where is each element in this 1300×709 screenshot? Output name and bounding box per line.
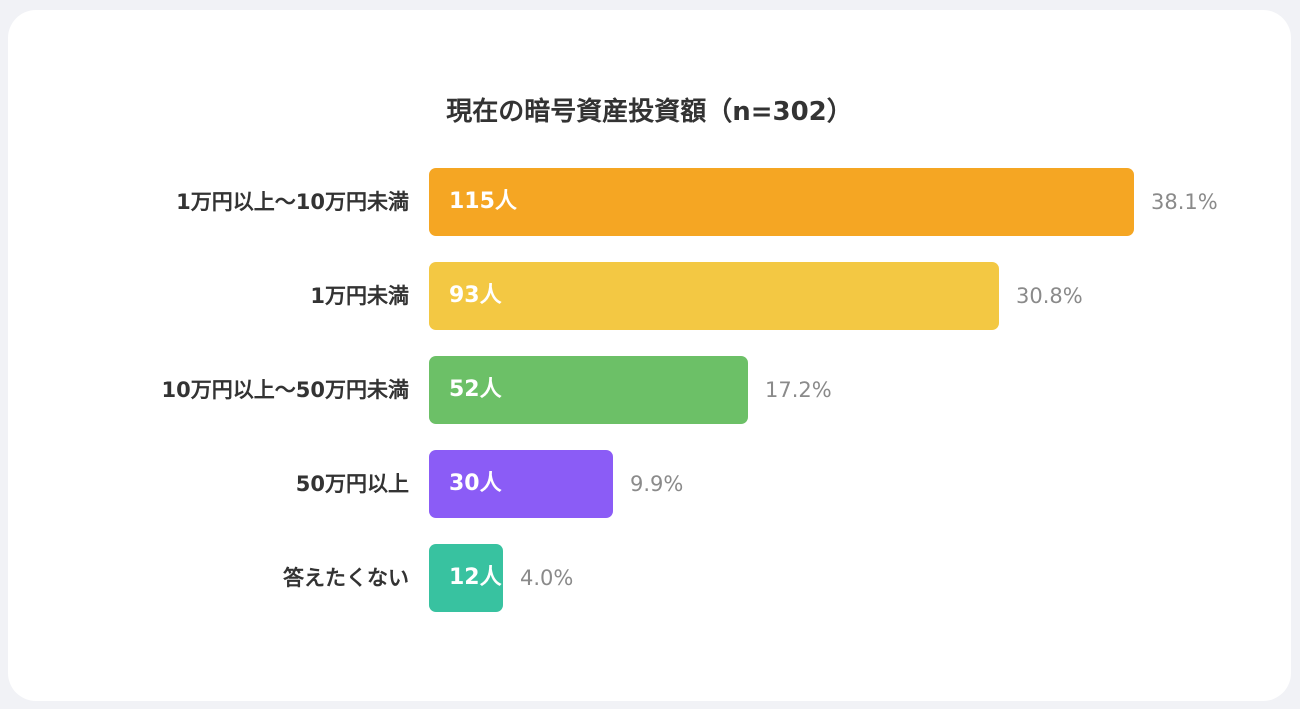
percent-label: 38.1% [1151,190,1218,214]
bar-row: 1万円以上〜10万円未満 115人 38.1% [8,168,1291,236]
bar-row: 1万円未満 93人 30.8% [8,262,1291,330]
percent-label: 30.8% [1016,284,1083,308]
bar-count-label: 30人 [449,471,502,496]
bar-count-label: 52人 [449,377,502,402]
bar-row: 答えたくない 12人 4.0% [8,544,1291,612]
category-label: 50万円以上 [295,472,409,496]
percent-label: 4.0% [520,566,574,590]
bar: 52人 [429,356,748,424]
bar: 93人 [429,262,999,330]
chart-card: 現在の暗号資産投資額（n=302） 1万円以上〜10万円未満 115人 38.1% 1… [8,10,1291,701]
bar-chart: 1万円以上〜10万円未満 115人 38.1% 1万円未満 93人 30.8% 10万円以上… [8,10,1291,701]
category-label: 答えたくない [283,566,409,590]
bar: 115人 [429,168,1134,236]
bar-count-label: 115人 [449,189,517,214]
category-label: 1万円以上〜10万円未満 [176,190,409,214]
bar-count-label: 12人 [449,565,502,590]
bar-count-label: 93人 [449,283,502,308]
category-label: 1万円未満 [310,284,409,308]
category-label: 10万円以上〜50万円未満 [161,378,409,402]
percent-label: 9.9% [630,472,684,496]
bar: 30人 [429,450,613,518]
percent-label: 17.2% [765,378,832,402]
bar-row: 10万円以上〜50万円未満 52人 17.2% [8,356,1291,424]
bar-row: 50万円以上 30人 9.9% [8,450,1291,518]
bar: 12人 [429,544,503,612]
chart-title: 現在の暗号資産投資額（n=302） [446,97,853,127]
